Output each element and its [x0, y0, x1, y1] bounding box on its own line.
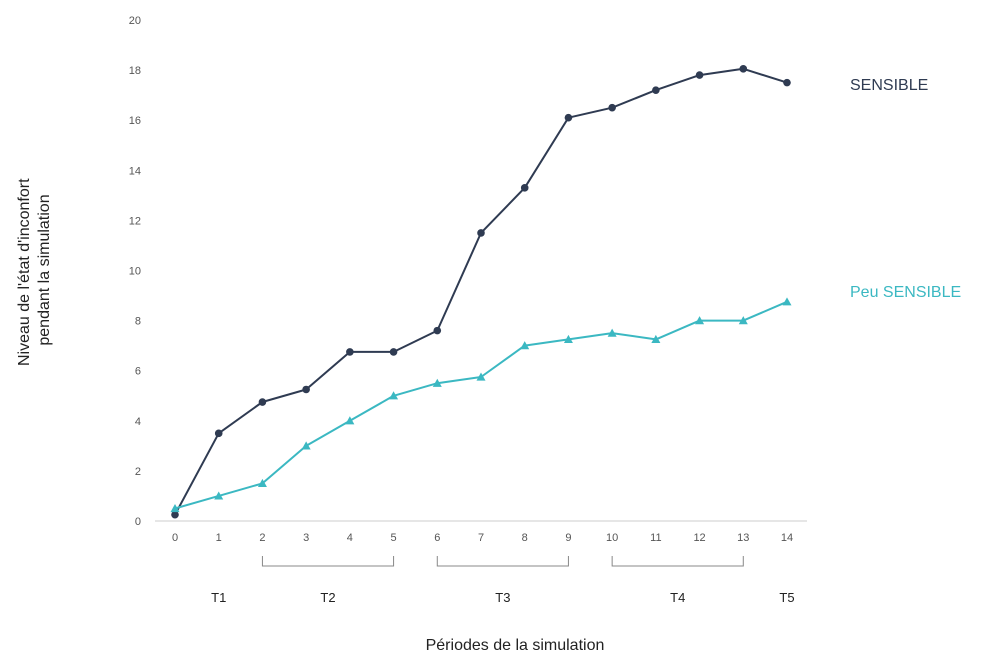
data-point	[651, 334, 661, 343]
y-tick-label: 0	[135, 516, 141, 528]
data-point	[695, 316, 705, 325]
y-axis-title: Niveau de l'état d'inconfort pendant la …	[16, 174, 53, 366]
data-point	[738, 316, 748, 325]
y-tick-label: 4	[135, 416, 141, 428]
data-point	[301, 441, 311, 450]
data-point	[695, 71, 704, 79]
data-point	[608, 103, 616, 112]
data-point	[563, 334, 573, 343]
y-axis-title-line-2: pendant la simulation	[36, 194, 53, 345]
series-line-2	[174, 300, 788, 510]
series-layer: SENSIBLE Peu SENSIBLE	[170, 65, 961, 519]
data-point	[257, 478, 267, 488]
x-axis-ticks: 0 1 2 3 4 5 6 7 8 9 10 11 12 13 14	[172, 532, 793, 544]
x-tick-label: 14	[781, 532, 793, 544]
data-point	[389, 391, 399, 400]
data-point	[214, 429, 223, 438]
x-tick-label: 1	[216, 532, 222, 544]
data-point	[477, 229, 485, 237]
data-point	[476, 372, 486, 381]
data-point	[214, 491, 224, 500]
period-label: T3	[495, 590, 510, 605]
data-point	[520, 341, 530, 350]
x-tick-label: 0	[172, 532, 178, 544]
data-point	[564, 113, 573, 122]
period-label: T4	[670, 590, 685, 605]
x-tick-label: 10	[606, 532, 618, 544]
y-tick-label: 12	[129, 215, 141, 227]
period-brackets: T1 T2 T3 T4 T5	[211, 556, 795, 605]
data-point	[171, 510, 179, 519]
data-point	[782, 297, 792, 306]
data-point	[783, 78, 791, 87]
x-tick-label: 9	[565, 532, 571, 544]
data-point	[607, 328, 617, 337]
data-point	[258, 398, 267, 406]
period-label: T5	[779, 590, 794, 605]
series-label-1: SENSIBLE	[850, 77, 928, 94]
y-tick-label: 14	[129, 165, 141, 177]
x-tick-label: 2	[259, 532, 265, 544]
x-tick-label: 7	[478, 532, 484, 544]
y-tick-label: 10	[129, 266, 141, 278]
x-tick-label: 6	[434, 532, 440, 544]
data-point	[345, 416, 355, 425]
series-line-1	[174, 67, 788, 516]
y-tick-label: 20	[129, 15, 141, 27]
y-axis-title-line-1: Niveau de l'état d'inconfort	[16, 178, 33, 366]
x-tick-label: 13	[737, 532, 749, 544]
data-point	[433, 326, 442, 335]
period-bracket	[261, 556, 395, 567]
y-tick-label: 6	[135, 366, 141, 378]
x-tick-label: 4	[347, 532, 353, 544]
y-axis-ticks: 0 2 4 6 8 10 12 14 16 18 20	[129, 15, 141, 528]
x-tick-label: 12	[693, 532, 705, 544]
x-tick-label: 8	[522, 532, 528, 544]
period-bracket	[611, 556, 744, 567]
data-point	[652, 86, 660, 94]
period-label: T2	[320, 590, 335, 605]
x-tick-label: 11	[650, 532, 661, 544]
y-tick-label: 18	[129, 65, 141, 77]
x-axis-title: Périodes de la simulation	[426, 637, 605, 654]
y-tick-label: 16	[129, 115, 141, 127]
data-point	[346, 348, 354, 356]
series-label-2: Peu SENSIBLE	[850, 284, 961, 301]
period-label: T1	[211, 590, 226, 605]
period-bracket	[436, 556, 569, 567]
x-tick-label: 5	[391, 532, 397, 544]
data-point	[520, 184, 529, 192]
data-point	[739, 65, 748, 73]
y-tick-label: 8	[135, 316, 141, 328]
data-point	[170, 503, 180, 513]
data-point	[389, 348, 398, 356]
data-point	[432, 378, 442, 387]
y-tick-label: 2	[135, 466, 141, 478]
data-point	[302, 385, 310, 394]
x-tick-label: 3	[303, 532, 309, 544]
